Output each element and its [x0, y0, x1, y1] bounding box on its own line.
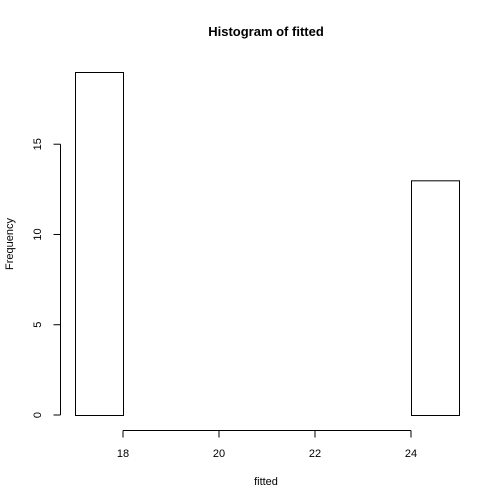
- histogram-bar-0: [75, 72, 124, 416]
- x-axis-label: fitted: [254, 476, 278, 488]
- bars-group: [75, 72, 460, 416]
- x-tick-label-0: 18: [117, 448, 129, 460]
- x-axis: 18 20 22 24: [117, 430, 417, 460]
- histogram-bar-7: [411, 180, 460, 416]
- y-tick-label-0: 0: [32, 412, 44, 418]
- y-axis-label: Frequency: [4, 218, 16, 270]
- x-tick-label-1: 20: [213, 448, 225, 460]
- y-tick-label-2: 10: [32, 228, 44, 240]
- y-tick-label-3: 15: [32, 138, 44, 150]
- x-tick-label-2: 22: [309, 448, 321, 460]
- y-tick-label-1: 5: [32, 322, 44, 328]
- chart-title: Histogram of fitted: [208, 24, 324, 39]
- x-tick-label-3: 24: [405, 448, 417, 460]
- y-axis: 0 5 10 15: [32, 138, 61, 418]
